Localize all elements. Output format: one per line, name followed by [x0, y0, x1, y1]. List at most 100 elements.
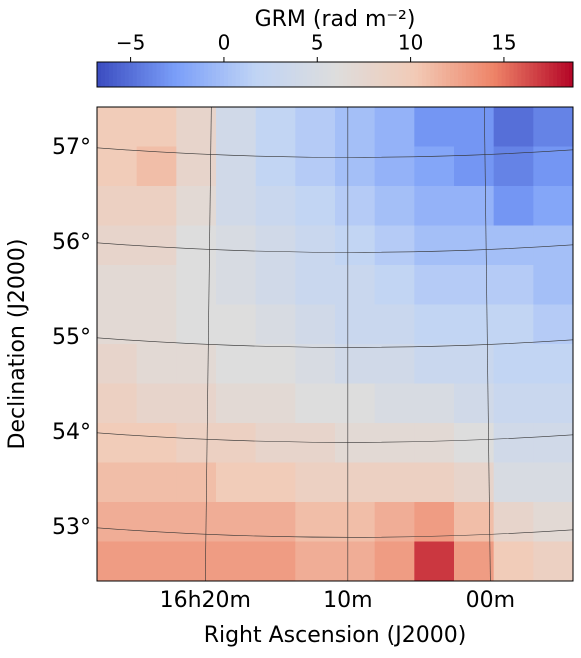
colorbar-segment: [561, 62, 566, 87]
heatmap-cell: [414, 304, 455, 345]
colorbar-segment: [406, 62, 411, 87]
heatmap-cell: [493, 502, 534, 542]
heatmap-cell: [255, 186, 296, 226]
x-tick-label: 16h20m: [160, 588, 251, 613]
heatmap-cell: [533, 265, 574, 305]
heatmap-cell: [216, 344, 257, 384]
colorbar-segment: [140, 62, 146, 87]
heatmap-cell: [335, 423, 376, 463]
colorbar-segment: [331, 62, 336, 87]
colorbar-segment: [291, 62, 296, 87]
heatmap-cell: [533, 423, 574, 463]
colorbar-segment: [442, 62, 447, 87]
heatmap-cell: [533, 304, 574, 345]
colorbar-segment: [275, 62, 280, 87]
colorbar-segment: [497, 62, 503, 87]
heatmap-cell: [335, 344, 376, 384]
colorbar-tick-label: 15: [491, 31, 516, 55]
heatmap-cell: [374, 186, 415, 226]
heatmap-cell: [295, 304, 336, 345]
colorbar-segment: [386, 62, 392, 87]
colorbar-segment: [422, 62, 427, 87]
heatmap-cell: [295, 225, 336, 266]
heatmap-cell: [176, 344, 217, 384]
heatmap-cell: [454, 502, 495, 542]
colorbar-segment: [200, 62, 205, 87]
heatmap-cell: [335, 265, 376, 305]
colorbar-segment: [426, 62, 431, 87]
heatmap-cell: [374, 304, 415, 345]
colorbar-segment: [378, 62, 384, 87]
heatmap-cell: [414, 383, 455, 424]
colorbar-segment: [108, 62, 114, 87]
heatmap-cell: [295, 423, 336, 463]
colorbar-segment: [410, 62, 415, 87]
x-tick-label: 00m: [466, 588, 515, 613]
colorbar-segment: [283, 62, 288, 87]
colorbar-segment: [172, 62, 177, 87]
grid-line: [96, 432, 574, 443]
heatmap-cell: [97, 107, 138, 147]
x-tick-label: 10m: [323, 588, 372, 613]
heatmap-cell: [295, 107, 336, 147]
colorbar-segment: [438, 62, 443, 87]
heatmap-cell: [533, 146, 574, 187]
colorbar-segment: [271, 62, 276, 87]
colorbar-segment: [533, 62, 538, 87]
colorbar-segment: [287, 62, 292, 87]
colorbar-segment: [227, 62, 233, 87]
x-axis-label: Right Ascension (J2000): [204, 623, 467, 648]
heatmap-cell: [454, 225, 495, 266]
colorbar-segment: [374, 62, 380, 87]
grid-line: [96, 147, 574, 158]
heatmap-cell: [335, 186, 376, 226]
colorbar-segment: [223, 62, 229, 87]
heatmap-cell: [255, 225, 296, 266]
colorbar-segment: [263, 62, 269, 87]
y-tick-label: 57°: [52, 135, 91, 160]
heatmap-cell: [454, 462, 495, 503]
colorbar-segment: [144, 62, 150, 87]
heatmap-cell: [335, 107, 376, 147]
heatmap-cell: [533, 107, 574, 147]
colorbar-segment: [128, 62, 134, 87]
heatmap-cell: [216, 304, 257, 345]
colorbar-segment: [100, 62, 106, 87]
colorbar-segment: [398, 62, 403, 87]
colorbar-frame: [96, 61, 574, 88]
colorbar-segment: [481, 62, 487, 87]
heatmap-cell: [295, 265, 336, 305]
colorbar-segment: [537, 62, 542, 87]
heatmap-cell: [136, 225, 177, 266]
colorbar-tick-label: 5: [311, 31, 324, 55]
colorbar-segment: [176, 62, 181, 87]
heatmap-cell: [414, 502, 455, 542]
colorbar-segment: [461, 62, 467, 87]
colorbar-segment: [394, 62, 399, 87]
y-tick-label: 55°: [52, 325, 91, 350]
colorbar-segment: [457, 62, 463, 87]
colorbar-segment: [239, 62, 245, 87]
heatmap-cell: [493, 107, 534, 147]
colorbar-segment: [311, 62, 316, 87]
heatmap-cell: [414, 344, 455, 384]
heatmap-cell: [374, 225, 415, 266]
heatmap-cell: [493, 462, 534, 503]
heatmap-cell: [493, 383, 534, 424]
colorbar-segment: [549, 62, 554, 87]
heatmap-cell: [176, 304, 217, 345]
colorbar-segment: [208, 62, 213, 87]
heatmap-cell: [533, 344, 574, 384]
heatmap-cell: [97, 541, 138, 582]
heatmap-cell: [176, 541, 217, 582]
heatmap-cell: [216, 186, 257, 226]
colorbar-segment: [553, 62, 558, 87]
heatmap-cell: [493, 304, 534, 345]
heatmap-cell: [136, 186, 177, 226]
heatmap-cell: [335, 146, 376, 187]
colorbar-segment: [184, 62, 189, 87]
colorbar-segment: [418, 62, 423, 87]
heatmap-cell: [374, 344, 415, 384]
heatmap-cell: [136, 304, 177, 345]
grid-line: [205, 106, 212, 582]
